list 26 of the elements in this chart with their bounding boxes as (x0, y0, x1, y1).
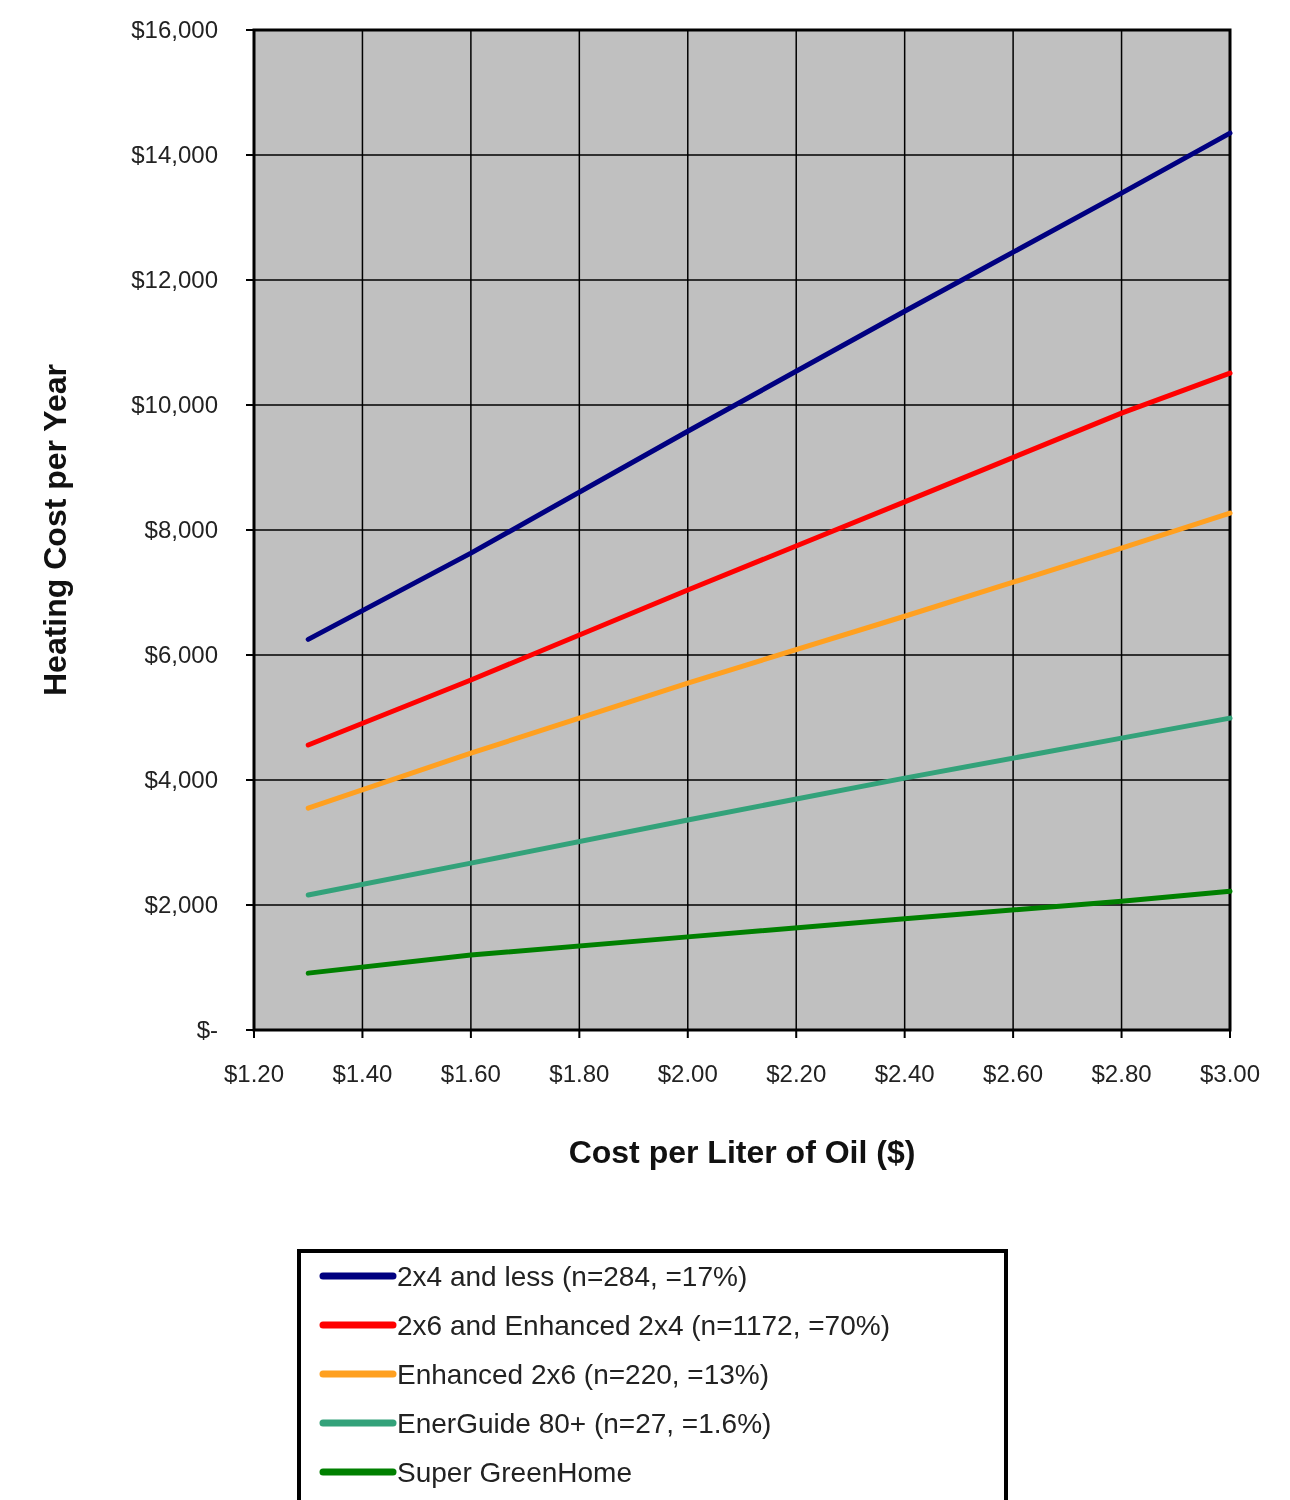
y-axis-title: Heating Cost per Year (37, 364, 73, 696)
x-tick-label: $2.80 (1091, 1060, 1152, 1087)
legend-label: 2x4 and less (n=284, =17%) (397, 1260, 748, 1292)
y-tick-label: $16,000 (131, 16, 218, 44)
y-tick-label: $- (196, 1016, 218, 1044)
x-tick-label: $2.20 (766, 1060, 827, 1087)
legend-label: Enhanced 2x6 (n=220, =13%) (397, 1358, 770, 1390)
x-tick-label: $1.80 (549, 1060, 610, 1087)
legend-label: EnerGuide 80+ (n=27, =1.6%) (397, 1407, 772, 1439)
y-tick-label: $12,000 (131, 266, 218, 294)
legend-label: Super GreenHome (397, 1456, 633, 1488)
x-tick-label: $1.60 (440, 1060, 501, 1087)
y-tick-label: $6,000 (144, 641, 218, 669)
x-tick-label: $2.60 (983, 1060, 1044, 1087)
y-tick-label: $14,000 (131, 141, 218, 169)
x-tick-label: $1.40 (332, 1060, 393, 1087)
x-tick-label: $2.40 (874, 1060, 935, 1087)
y-tick-label: $2,000 (144, 891, 218, 919)
x-tick-label: $2.00 (657, 1060, 718, 1087)
x-axis-title: Cost per Liter of Oil ($) (568, 1134, 916, 1170)
x-tick-label: $3.00 (1199, 1060, 1261, 1087)
y-tick-label: $4,000 (144, 766, 218, 794)
y-tick-label: $10,000 (131, 391, 218, 419)
x-tick-label: $1.20 (223, 1060, 285, 1087)
legend-label: 2x6 and Enhanced 2x4 (n=1172, =70%) (397, 1309, 890, 1341)
y-tick-label: $8,000 (144, 516, 218, 544)
